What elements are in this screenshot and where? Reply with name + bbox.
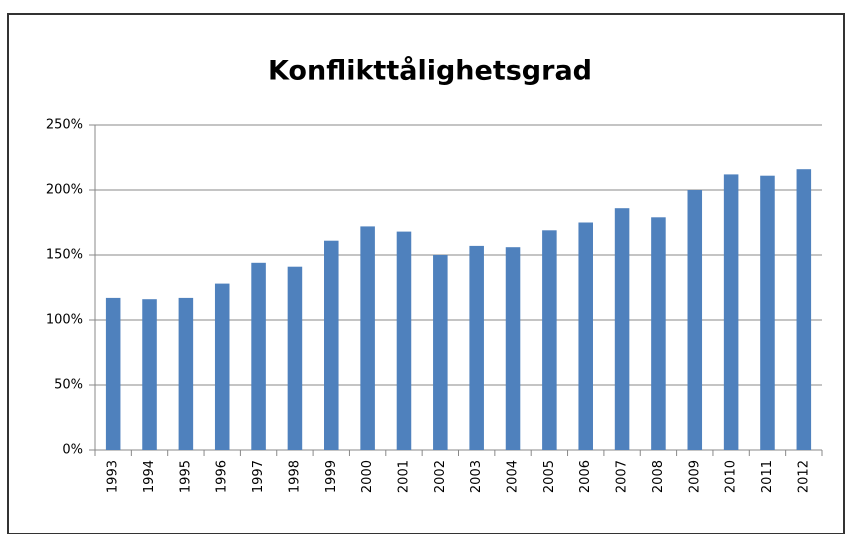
bar bbox=[469, 245, 484, 450]
bar bbox=[687, 190, 703, 450]
x-tick-label: 2010 bbox=[724, 460, 739, 493]
chart-frame bbox=[7, 13, 845, 534]
bar bbox=[178, 297, 194, 450]
x-tick-label: 1995 bbox=[178, 460, 193, 493]
bar bbox=[105, 297, 121, 450]
x-tick-label: 1993 bbox=[106, 460, 121, 493]
x-tick-label: 1996 bbox=[215, 460, 230, 493]
y-tick-label: 250% bbox=[46, 118, 83, 133]
x-tick-label: 1994 bbox=[142, 460, 157, 493]
bar bbox=[542, 230, 557, 450]
x-tick-label: 2009 bbox=[687, 460, 702, 493]
bar bbox=[251, 262, 266, 450]
bar bbox=[796, 169, 812, 450]
bar bbox=[360, 226, 375, 450]
x-tick-label: 1998 bbox=[287, 460, 302, 493]
x-tick-label: 2012 bbox=[796, 460, 811, 493]
x-tick-label: 2011 bbox=[760, 460, 775, 493]
bar bbox=[651, 217, 666, 450]
x-tick-label: 2008 bbox=[651, 460, 666, 493]
x-tick-label: 2003 bbox=[469, 460, 484, 493]
x-tick-label: 2001 bbox=[396, 460, 411, 493]
y-tick-label: 50% bbox=[54, 378, 83, 393]
x-tick-label: 1999 bbox=[324, 460, 339, 493]
bar bbox=[214, 283, 230, 450]
bar bbox=[614, 208, 630, 450]
x-tick-label: 2000 bbox=[360, 460, 375, 493]
y-tick-label: 100% bbox=[46, 313, 83, 328]
y-tick-label: 200% bbox=[46, 183, 83, 198]
bar bbox=[396, 231, 412, 450]
bar bbox=[723, 174, 739, 450]
x-tick-label: 2006 bbox=[578, 460, 593, 493]
bar bbox=[505, 247, 521, 450]
chart-title: Konflikttålighetsgrad bbox=[268, 55, 592, 87]
bar bbox=[287, 266, 303, 450]
x-tick-label: 2004 bbox=[506, 460, 521, 493]
x-tick-label: 2005 bbox=[542, 460, 557, 493]
bar bbox=[760, 175, 775, 450]
bar bbox=[142, 299, 157, 450]
x-tick-label: 2002 bbox=[433, 460, 448, 493]
y-tick-label: 0% bbox=[62, 443, 83, 458]
bar bbox=[324, 240, 339, 450]
x-tick-label: 1997 bbox=[251, 460, 266, 493]
x-tick-label: 2007 bbox=[615, 460, 630, 493]
y-tick-label: 150% bbox=[46, 248, 83, 263]
bar bbox=[433, 255, 448, 450]
bar bbox=[578, 222, 593, 450]
